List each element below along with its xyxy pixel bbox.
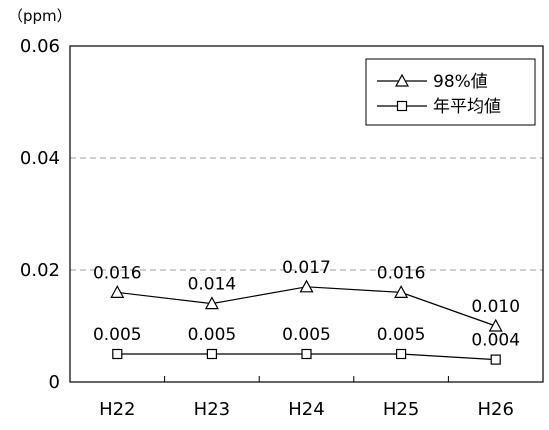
series-annual-mean: 0.005 0.005 0.005 0.005 0.004 bbox=[93, 325, 520, 365]
data-label: 0.005 bbox=[282, 325, 331, 345]
data-label: 0.005 bbox=[188, 325, 237, 345]
unit-label: （ppm） bbox=[8, 7, 72, 25]
x-tick-label: H24 bbox=[288, 399, 324, 420]
gridlines bbox=[70, 157, 543, 271]
y-tick-label: 0 bbox=[49, 372, 60, 393]
x-tick-label: H22 bbox=[99, 399, 135, 420]
data-label: 0.005 bbox=[93, 325, 142, 345]
legend-marker bbox=[396, 100, 408, 112]
data-point bbox=[301, 348, 312, 360]
x-tick-label: H25 bbox=[383, 399, 419, 420]
legend-box bbox=[365, 58, 536, 126]
data-point bbox=[112, 348, 123, 360]
data-label: 0.016 bbox=[377, 263, 426, 283]
series-p98: 0.016 0.014 0.017 0.016 0.010 bbox=[93, 258, 520, 332]
data-point bbox=[206, 348, 217, 360]
x-tick-label: H26 bbox=[477, 399, 513, 420]
plot-area-frame bbox=[69, 45, 544, 383]
data-point bbox=[488, 318, 503, 332]
data-point bbox=[204, 296, 219, 310]
data-label: 0.014 bbox=[188, 275, 237, 295]
y-tick-label: 0.02 bbox=[20, 260, 60, 281]
y-tick-label: 0.04 bbox=[20, 148, 60, 169]
y-axis-ticks: 0 0.02 0.04 0.06 bbox=[20, 36, 60, 393]
y-tick-label: 0.06 bbox=[20, 36, 60, 57]
data-label: 0.004 bbox=[471, 331, 520, 351]
data-point bbox=[299, 279, 314, 293]
data-label: 0.005 bbox=[377, 325, 426, 345]
legend-label: 98%値 bbox=[433, 72, 488, 92]
legend-label: 年平均値 bbox=[433, 97, 501, 117]
data-label: 0.010 bbox=[471, 297, 520, 317]
data-point bbox=[490, 354, 501, 365]
series-line bbox=[117, 286, 496, 327]
data-point bbox=[110, 285, 125, 298]
data-label: 0.016 bbox=[93, 263, 142, 283]
data-point bbox=[394, 285, 409, 298]
data-point bbox=[396, 348, 407, 360]
legend-marker bbox=[394, 73, 410, 87]
x-tick-label: H23 bbox=[194, 399, 230, 420]
data-label: 0.017 bbox=[282, 258, 331, 278]
x-axis-ticks: H22 H23 H24 H25 H26 bbox=[99, 376, 514, 420]
